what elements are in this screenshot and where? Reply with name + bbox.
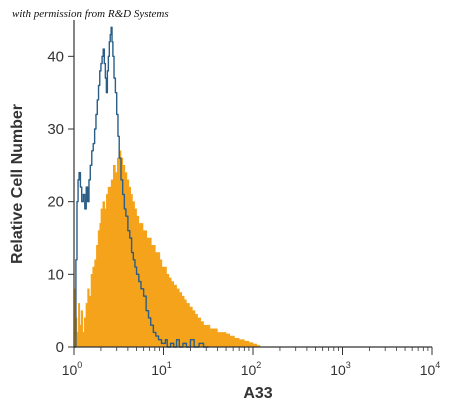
x-tick-label: 104 — [420, 360, 441, 378]
filled-histogram-series — [73, 150, 261, 348]
x-tick-label: 101 — [151, 360, 172, 378]
x-axis-title: A33 — [243, 385, 272, 402]
x-tick-label: 102 — [241, 360, 262, 378]
outline-histogram-series — [74, 26, 209, 348]
y-tick-label: 10 — [47, 266, 64, 283]
y-tick-label: 40 — [47, 48, 64, 65]
y-axis-title: Relative Cell Number — [9, 104, 26, 264]
y-tick-label: 0 — [56, 339, 64, 356]
x-tick-label: 100 — [62, 360, 83, 378]
x-tick-label: 103 — [330, 360, 351, 378]
y-tick-label: 30 — [47, 121, 64, 138]
y-tick-label: 20 — [47, 194, 64, 211]
credit-text: with permission from R&D Systems — [12, 8, 169, 20]
